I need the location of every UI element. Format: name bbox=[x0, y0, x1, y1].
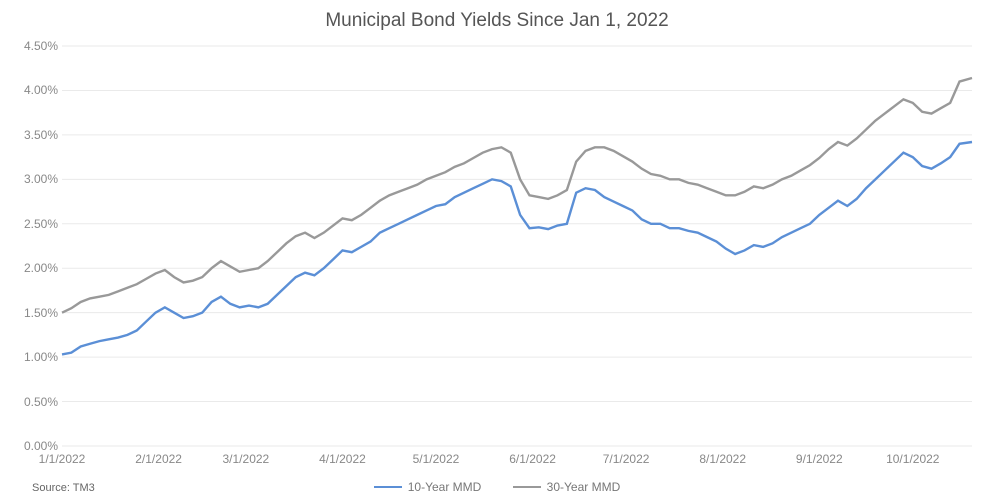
series-30-year-mmd bbox=[62, 78, 972, 313]
y-tick-label: 1.00% bbox=[24, 350, 58, 364]
legend-label-30yr: 30-Year MMD bbox=[547, 480, 621, 494]
y-tick-label: 0.50% bbox=[24, 395, 58, 409]
legend-item-30yr: 30-Year MMD bbox=[513, 480, 621, 494]
x-tick-label: 6/1/2022 bbox=[509, 452, 556, 466]
x-tick-label: 8/1/2022 bbox=[699, 452, 746, 466]
x-tick-label: 2/1/2022 bbox=[135, 452, 182, 466]
y-tick-label: 4.00% bbox=[24, 83, 58, 97]
plot-svg bbox=[62, 46, 972, 446]
y-tick-label: 4.50% bbox=[24, 39, 58, 53]
x-tick-label: 10/1/2022 bbox=[886, 452, 939, 466]
y-tick-label: 2.50% bbox=[24, 217, 58, 231]
legend-label-10yr: 10-Year MMD bbox=[408, 480, 482, 494]
x-tick-label: 9/1/2022 bbox=[796, 452, 843, 466]
source-label: Source: TM3 bbox=[32, 482, 95, 494]
x-tick-label: 4/1/2022 bbox=[319, 452, 366, 466]
legend-swatch-30yr bbox=[513, 486, 541, 489]
y-tick-label: 1.50% bbox=[24, 306, 58, 320]
legend: 10-Year MMD 30-Year MMD bbox=[0, 477, 994, 494]
y-tick-label: 3.00% bbox=[24, 172, 58, 186]
x-tick-label: 3/1/2022 bbox=[223, 452, 270, 466]
legend-item-10yr: 10-Year MMD bbox=[374, 480, 482, 494]
y-tick-label: 3.50% bbox=[24, 128, 58, 142]
x-tick-label: 5/1/2022 bbox=[413, 452, 460, 466]
x-tick-label: 7/1/2022 bbox=[603, 452, 650, 466]
chart-container: Municipal Bond Yields Since Jan 1, 2022 … bbox=[0, 0, 994, 500]
legend-swatch-10yr bbox=[374, 486, 402, 489]
plot-area bbox=[62, 46, 972, 446]
x-tick-label: 1/1/2022 bbox=[39, 452, 86, 466]
chart-title: Municipal Bond Yields Since Jan 1, 2022 bbox=[0, 10, 994, 32]
y-tick-label: 0.00% bbox=[24, 439, 58, 453]
y-tick-label: 2.00% bbox=[24, 261, 58, 275]
